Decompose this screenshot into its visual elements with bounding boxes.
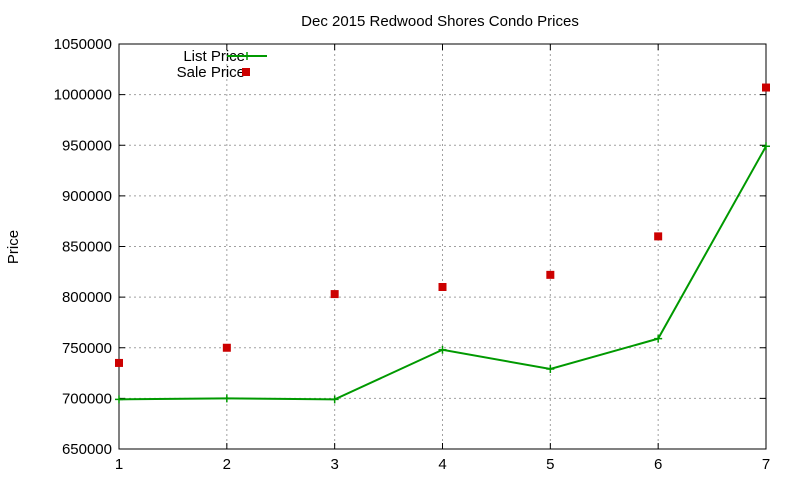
sale-price-point [222, 343, 231, 352]
y-tick-label: 950000 [62, 137, 112, 154]
y-tick-label: 800000 [62, 289, 112, 306]
list-price-point [762, 142, 770, 151]
y-tick-label: 1000000 [54, 87, 112, 104]
x-axis-ticks: 1 2 3 4 5 6 7 [115, 44, 770, 473]
legend-swatch-marker [242, 68, 250, 76]
legend-swatch-marker [243, 52, 251, 60]
grid-lines [119, 44, 766, 449]
list-price-point [438, 345, 447, 354]
x-tick-label: 4 [438, 456, 446, 473]
y-tick-label: 900000 [62, 188, 112, 205]
x-tick-label: 2 [223, 456, 231, 473]
y-tick-label: 750000 [62, 340, 112, 357]
x-tick-label: 7 [762, 456, 770, 473]
x-tick-label: 5 [546, 456, 554, 473]
list-price-point [222, 394, 231, 403]
chart-title: Dec 2015 Redwood Shores Condo Prices [301, 13, 579, 30]
y-tick-label: 850000 [62, 239, 112, 256]
y-axis-ticks: 650000 700000 750000 800000 850000 900000 9500… [54, 36, 766, 458]
legend-label: List Price [183, 48, 245, 65]
x-tick-label: 1 [115, 456, 123, 473]
list-price-point [654, 334, 663, 343]
sale-price-point [762, 83, 770, 92]
list-price-point [546, 365, 555, 374]
x-tick-label: 6 [654, 456, 662, 473]
y-tick-label: 650000 [62, 441, 112, 458]
data-series [115, 83, 770, 404]
sale-price-point [115, 358, 123, 367]
sale-price-point [330, 290, 339, 299]
x-tick-label: 3 [330, 456, 338, 473]
sale-price-point [654, 232, 663, 241]
list-price-point [330, 395, 339, 404]
legend-label: Sale Price [177, 64, 245, 81]
sale-price-point [438, 283, 447, 291]
list-price-point [115, 395, 123, 404]
sale-price-point [546, 270, 555, 279]
y-tick-label: 700000 [62, 390, 112, 407]
y-axis-label: Price [5, 230, 22, 264]
y-tick-label: 1050000 [54, 36, 112, 53]
